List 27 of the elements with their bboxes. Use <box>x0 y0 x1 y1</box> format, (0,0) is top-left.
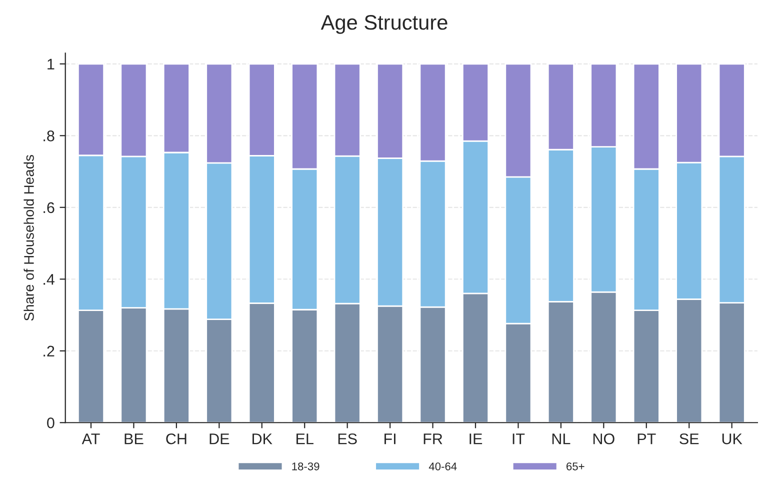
x-tick-label: UK <box>722 434 742 444</box>
x-tick-label: SE <box>680 433 699 444</box>
x-tick-label: BE <box>124 434 144 444</box>
y-axis-title: Share of Household Heads <box>24 154 34 321</box>
y-tick-label: .6 <box>44 202 54 214</box>
y-tick-label: 1 <box>48 58 54 70</box>
x-tick-label: NO <box>593 433 614 444</box>
legend-label: 40-64 <box>428 462 457 470</box>
x-tick-label: DE <box>210 434 230 444</box>
y-tick-label: 0 <box>47 417 54 428</box>
x-tick-label: NL <box>552 434 570 444</box>
x-tick-label: EL <box>296 434 314 444</box>
x-tick-label: IE <box>470 434 482 444</box>
legend-label: 65+ <box>566 462 584 470</box>
y-tick-label: .8 <box>44 130 54 142</box>
x-tick-label: AT <box>82 434 100 444</box>
chart-title: Age Structure <box>320 15 448 34</box>
legend-label: 18-39 <box>292 462 320 470</box>
y-tick-label: .4 <box>44 274 54 285</box>
x-tick-label: FI <box>384 434 396 444</box>
x-tick-label: IT <box>512 434 525 444</box>
x-tick-label: ES <box>338 433 357 444</box>
y-tick-label: .2 <box>44 346 54 356</box>
x-tick-label: CH <box>166 433 186 444</box>
x-tick-label: DK <box>252 434 272 444</box>
x-tick-label: PT <box>638 434 656 444</box>
x-tick-label: FR <box>424 434 442 444</box>
